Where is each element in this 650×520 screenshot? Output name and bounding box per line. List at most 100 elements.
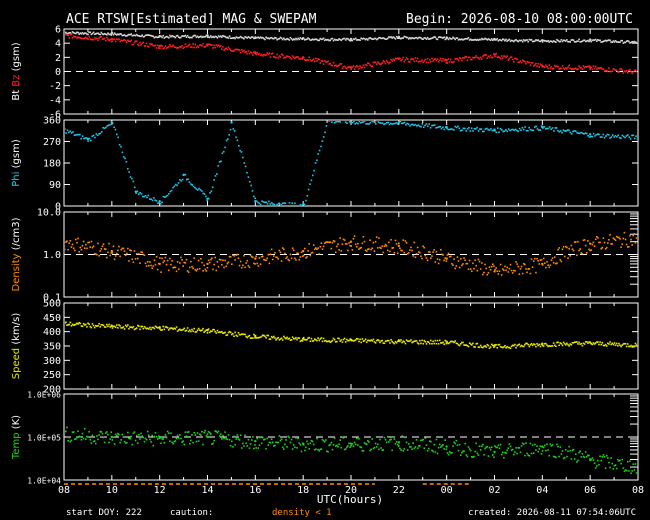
data-point (624, 70, 627, 73)
data-point (268, 441, 271, 444)
data-point (421, 59, 423, 61)
data-point (570, 343, 573, 346)
data-point (286, 55, 288, 57)
data-point (325, 38, 327, 41)
data-point (634, 241, 637, 244)
data-point (605, 246, 608, 249)
data-point (487, 271, 490, 274)
data-point (400, 59, 402, 62)
data-point (484, 263, 486, 266)
data-point (455, 265, 458, 267)
data-point (198, 433, 201, 436)
data-point (524, 454, 526, 457)
data-point (343, 239, 346, 241)
data-point (305, 446, 307, 449)
x-tick-label: 06 (584, 485, 596, 496)
y-axis-title-part: (gsm) (11, 42, 22, 74)
data-marker (110, 121, 114, 124)
data-point (485, 38, 487, 40)
data-point (321, 38, 324, 40)
data-point (616, 71, 619, 73)
data-point (127, 39, 129, 42)
data-point (373, 61, 376, 64)
data-point (257, 447, 260, 449)
data-point (201, 45, 203, 47)
data-point (539, 63, 542, 65)
data-point (522, 39, 525, 41)
data-point (247, 176, 250, 178)
data-point (163, 47, 166, 49)
data-point (264, 54, 266, 56)
data-point (174, 266, 177, 269)
series-speed (65, 321, 637, 350)
data-point (309, 340, 312, 343)
data-point (321, 248, 324, 251)
data-point (290, 37, 293, 40)
data-point (125, 161, 128, 163)
data-marker (349, 66, 353, 69)
data-point (561, 64, 564, 67)
data-point (169, 440, 171, 443)
data-point (625, 345, 628, 348)
data-point (410, 58, 412, 61)
data-point (65, 430, 67, 433)
data-point (182, 328, 184, 331)
data-point (266, 52, 268, 54)
data-point (349, 446, 351, 449)
data-point (208, 261, 211, 264)
series-bz (65, 33, 637, 75)
data-point (511, 58, 514, 61)
data-point (442, 341, 444, 344)
data-point (467, 345, 470, 348)
data-point (303, 338, 306, 341)
data-point (591, 135, 594, 138)
data-point (116, 133, 118, 136)
data-point (624, 469, 627, 471)
data-point (100, 431, 103, 433)
data-point (180, 329, 182, 332)
data-point (127, 34, 129, 36)
data-point (381, 449, 384, 451)
data-point (483, 130, 485, 133)
data-point (107, 251, 109, 254)
data-point (180, 36, 182, 39)
data-point (143, 254, 146, 257)
data-point (432, 124, 435, 127)
data-point (143, 195, 146, 198)
data-point (78, 321, 80, 324)
data-point (198, 267, 201, 270)
data-point (90, 139, 92, 142)
data-point (525, 268, 527, 270)
data-point (503, 269, 505, 272)
data-point (409, 37, 411, 39)
data-point (379, 246, 381, 249)
data-point (332, 239, 335, 242)
data-point (378, 339, 380, 342)
data-point (361, 449, 364, 452)
data-point (477, 130, 480, 132)
data-point (127, 324, 129, 326)
data-point (120, 439, 123, 441)
data-point (543, 262, 546, 265)
data-point (539, 129, 541, 131)
data-point (83, 324, 86, 326)
data-point (376, 121, 378, 122)
data-point (264, 38, 266, 41)
data-point (216, 329, 219, 332)
data-point (466, 344, 469, 347)
data-point (422, 342, 424, 345)
data-point (130, 39, 132, 42)
data-point (77, 430, 79, 432)
data-point (607, 242, 609, 244)
x-tick-label: 08 (58, 485, 70, 496)
data-point (531, 444, 534, 446)
data-point (461, 451, 463, 454)
data-point (233, 435, 235, 438)
data-point (616, 344, 619, 347)
data-point (508, 443, 511, 445)
data-point (474, 38, 476, 41)
data-point (467, 446, 470, 448)
data-point (233, 335, 235, 338)
data-point (616, 41, 619, 43)
data-point (144, 34, 147, 37)
